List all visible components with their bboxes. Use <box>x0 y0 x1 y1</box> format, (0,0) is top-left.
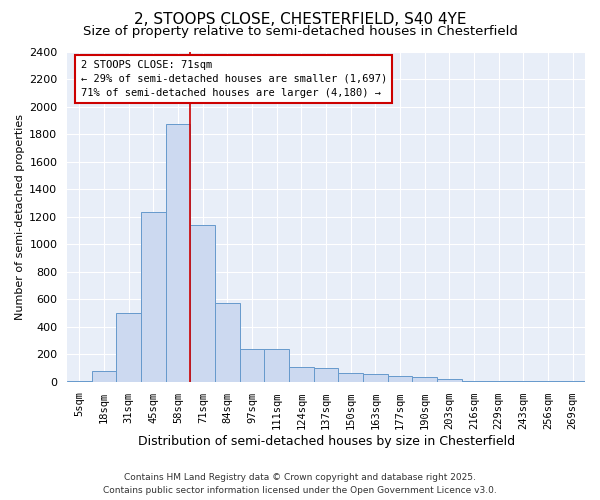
Text: Contains HM Land Registry data © Crown copyright and database right 2025.
Contai: Contains HM Land Registry data © Crown c… <box>103 474 497 495</box>
Bar <box>141 212 166 382</box>
Bar <box>437 379 461 382</box>
Title: 2, STOOPS CLOSE, CHESTERFIELD, S40 4YE
Size of property relative to semi-detache: 2, STOOPS CLOSE, CHESTERFIELD, S40 4YE S… <box>0 499 1 500</box>
Y-axis label: Number of semi-detached properties: Number of semi-detached properties <box>15 114 25 320</box>
Bar <box>265 348 289 382</box>
Bar <box>67 381 92 382</box>
Bar <box>412 377 437 382</box>
Bar <box>166 124 190 382</box>
Bar <box>338 374 363 382</box>
Bar <box>92 372 116 382</box>
X-axis label: Distribution of semi-detached houses by size in Chesterfield: Distribution of semi-detached houses by … <box>137 434 515 448</box>
Bar <box>363 374 388 382</box>
Bar <box>461 380 487 382</box>
Text: 2, STOOPS CLOSE, CHESTERFIELD, S40 4YE: 2, STOOPS CLOSE, CHESTERFIELD, S40 4YE <box>134 12 466 28</box>
Bar <box>190 225 215 382</box>
Bar <box>116 313 141 382</box>
Bar <box>388 376 412 382</box>
Bar <box>289 366 314 382</box>
Bar <box>314 368 338 382</box>
Text: 2 STOOPS CLOSE: 71sqm
← 29% of semi-detached houses are smaller (1,697)
71% of s: 2 STOOPS CLOSE: 71sqm ← 29% of semi-deta… <box>81 60 387 98</box>
Bar <box>511 381 536 382</box>
Text: Size of property relative to semi-detached houses in Chesterfield: Size of property relative to semi-detach… <box>83 25 517 38</box>
Bar <box>536 381 560 382</box>
Bar <box>487 381 511 382</box>
Bar <box>215 304 240 382</box>
Bar <box>240 348 265 382</box>
